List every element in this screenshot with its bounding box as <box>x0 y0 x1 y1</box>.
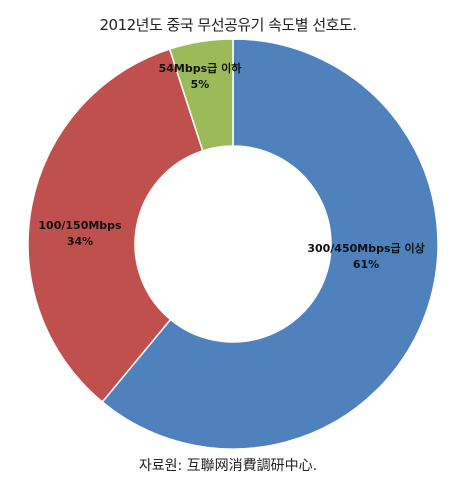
donut-slice-1 <box>27 48 204 404</box>
labels-group: 300/450Mbps급 이상 61% 100/150Mbps 34% 54Mbps급 … <box>38 61 424 271</box>
slice-value-1: 34% <box>67 235 93 248</box>
donut-slice-2 <box>168 38 234 152</box>
slice-label-0: 300/450Mbps급 이상 <box>307 241 424 255</box>
slice-label-1: 100/150Mbps <box>38 219 122 232</box>
chart-source: 자료원: 互聯网消費調研中心. <box>138 458 318 474</box>
chart-title: 2012년도 중국 무선공유기 속도별 선호도. <box>99 16 357 34</box>
slice-value-0: 61% <box>353 258 379 271</box>
slice-value-2: 5% <box>191 78 210 91</box>
donut-slice-0 <box>101 38 439 450</box>
slices-group <box>27 38 439 450</box>
slice-label-2: 54Mbps급 이하 <box>159 61 243 75</box>
